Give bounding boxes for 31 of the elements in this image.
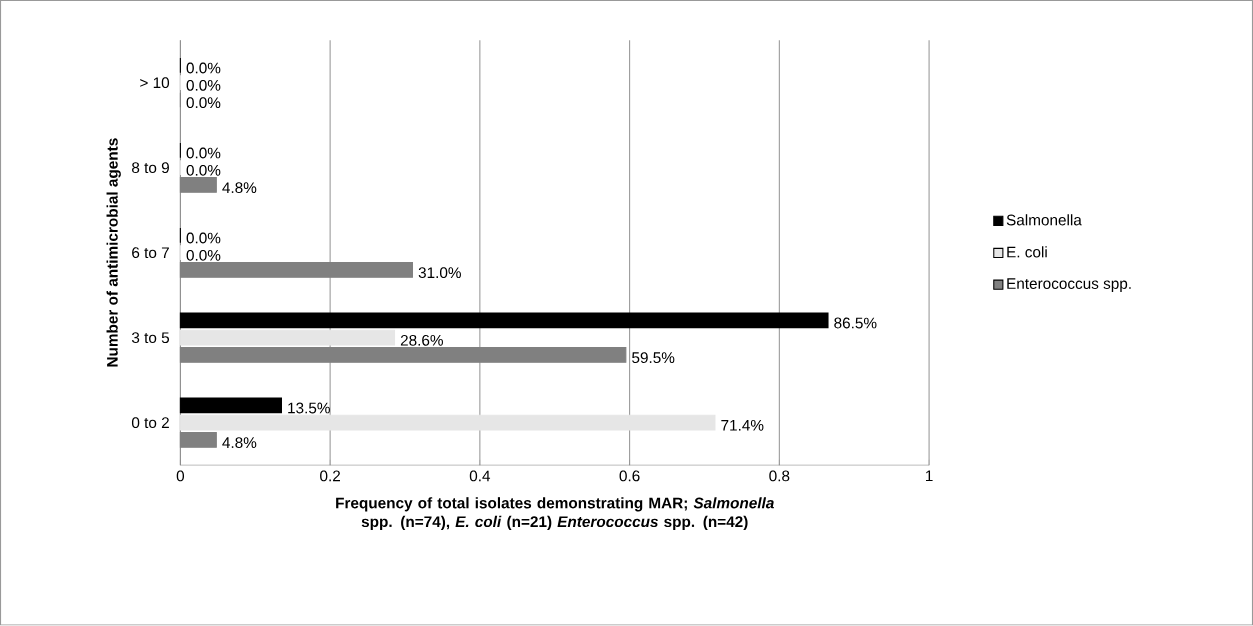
x-tick-label: 0	[176, 470, 185, 482]
legend-label: Salmonella	[1006, 214, 1082, 226]
data-label: 4.8%	[222, 437, 257, 449]
data-label: 59.5%	[632, 352, 675, 364]
data-label: 86.5%	[834, 317, 877, 329]
text: Frequency of total isolates demonstrating MAR; Salmonella spp. (n=74), E. coli (n=21) Enterococcus spp. (n=42)	[336, 497, 774, 531]
data-label: 0.0%	[186, 97, 221, 109]
y-tick-label: 3 to 5	[131, 332, 170, 344]
data-label: 13.5%	[288, 402, 330, 414]
data-label: 0.0%	[186, 165, 221, 176]
legend-label: E. coli	[1007, 246, 1047, 258]
data-label: 0.0%	[186, 62, 221, 74]
y-axis-title: Number of antimicrobial agents	[106, 138, 121, 367]
x-tick-label: 0.6	[619, 470, 640, 482]
data-label: 31.0%	[418, 267, 461, 279]
data-label: 0.0%	[186, 232, 221, 244]
data-label: 4.8%	[222, 182, 257, 194]
x-tick-label: 0.2	[320, 470, 340, 482]
data-label: 0.0%	[186, 80, 221, 91]
data-label: 71.4%	[721, 420, 764, 431]
y-tick-label: > 10	[140, 77, 170, 89]
legend-label: Enterococcus spp.	[1007, 278, 1131, 293]
data-label: 28.6%	[400, 335, 443, 346]
y-tick-label: 6 to 7	[132, 247, 169, 259]
data-label: 0.0%	[186, 147, 221, 159]
x-tick-label: 0.4	[469, 470, 491, 482]
x-tick-label: 1	[925, 470, 933, 482]
y-tick-label: 8 to 9	[132, 162, 169, 174]
x-tick-label: 0.8	[769, 470, 790, 482]
y-tick-label: 0 to 2	[131, 417, 169, 429]
data-label: 0.0%	[186, 250, 221, 261]
